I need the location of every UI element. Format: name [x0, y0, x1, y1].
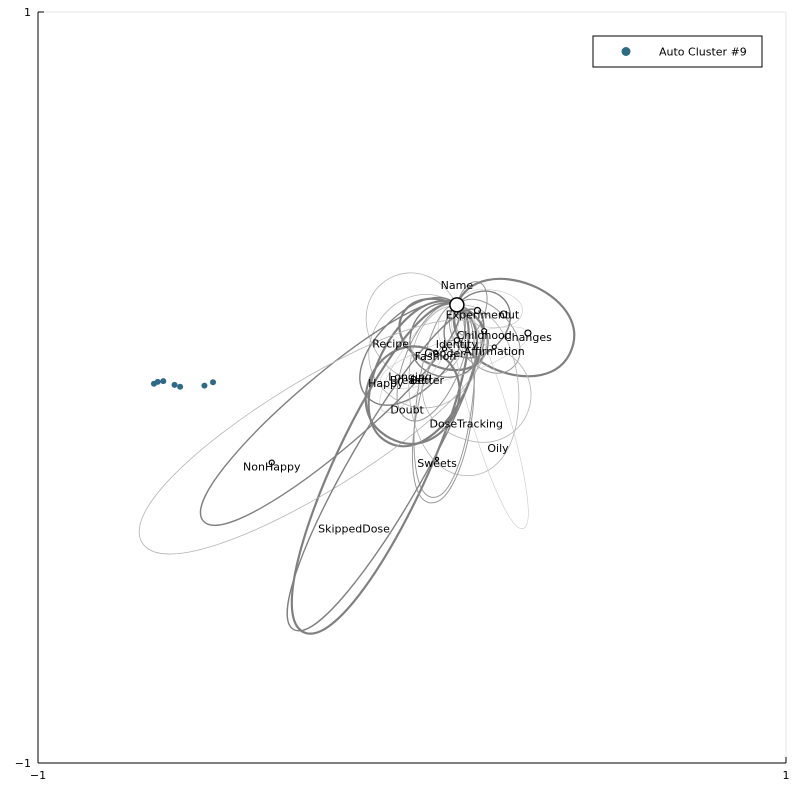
edge-loop: [368, 294, 482, 409]
cluster-point: [171, 381, 178, 388]
cluster-points: [150, 378, 217, 390]
node-label: Identity: [436, 338, 479, 351]
node-label: Childhood: [457, 329, 512, 342]
node-label: Breast: [390, 374, 426, 387]
node-marker: [473, 306, 482, 315]
node-label: Name: [441, 279, 474, 292]
node-marker: [491, 344, 497, 350]
node-marker: [481, 328, 488, 335]
edge-layer: [138, 272, 576, 635]
node-label: Changes: [504, 331, 552, 344]
node-label: Gender: [424, 347, 465, 360]
edge-loop: [380, 326, 529, 389]
y-tick-label-max: 1: [24, 6, 31, 19]
node-marker: [453, 337, 460, 344]
edge-loop: [365, 272, 466, 381]
edge-loop: [199, 300, 461, 526]
node-label: NonHappy: [243, 461, 301, 474]
edge-loop: [364, 345, 461, 445]
node-marker: [268, 459, 275, 466]
x-tick-label-max: 1: [783, 769, 790, 782]
edge-loop: [422, 341, 532, 443]
node-label: SkippedDose: [318, 523, 390, 536]
edge-loop: [408, 304, 520, 476]
legend: Auto Cluster #9: [592, 35, 763, 68]
node-label: Fashion: [415, 350, 457, 363]
cluster-point: [210, 379, 217, 386]
edge-loop: [412, 339, 475, 504]
edge-loop: [456, 289, 523, 328]
edge-loop: [290, 302, 470, 635]
edge-loop: [443, 290, 511, 359]
cluster-point: [154, 378, 161, 385]
edge-loop: [413, 304, 476, 498]
edge-loop: [138, 319, 488, 555]
node-layer: [268, 297, 532, 466]
node-label: Doubt: [390, 404, 424, 417]
node-label: Out: [499, 309, 520, 322]
node-label: Affirmation: [464, 345, 525, 358]
edge-loop: [367, 300, 478, 448]
node-label: Recipe: [372, 337, 409, 350]
node-label: Longing: [388, 370, 432, 383]
legend-box: [592, 35, 763, 68]
cluster-point: [177, 383, 184, 390]
y-tick-label-min: −1: [15, 757, 31, 770]
node-label: Happy: [368, 377, 404, 390]
node-marker: [434, 456, 440, 461]
x-tick-label-min: −1: [30, 769, 46, 782]
node-marker: [524, 329, 532, 337]
node-marker: [441, 346, 448, 352]
node-label: DoseTracking: [429, 417, 503, 430]
node-label: Better: [410, 374, 445, 387]
cluster-point: [160, 378, 167, 385]
node-marker: [449, 297, 465, 313]
axes: −1 1 −1 1: [15, 6, 790, 782]
node-label: Sweets: [417, 457, 457, 470]
node-marker: [432, 349, 439, 355]
legend-label: Auto Cluster #9: [659, 46, 747, 59]
legend-marker: [621, 47, 631, 56]
node-label: Oily: [487, 442, 509, 455]
cluster-point: [201, 382, 208, 389]
edge-loop: [286, 308, 485, 632]
edge-loop: [451, 304, 529, 529]
node-label: Experiment: [446, 309, 510, 322]
